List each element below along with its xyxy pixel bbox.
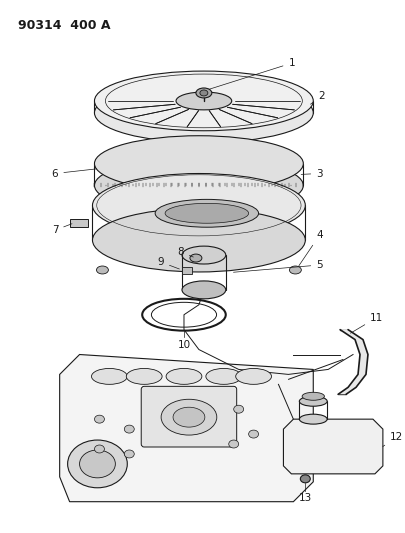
Ellipse shape bbox=[200, 90, 208, 96]
Polygon shape bbox=[284, 419, 383, 474]
Text: 1: 1 bbox=[209, 58, 295, 89]
Ellipse shape bbox=[249, 430, 258, 438]
Ellipse shape bbox=[176, 92, 232, 110]
Text: 10: 10 bbox=[177, 340, 190, 350]
Text: 7: 7 bbox=[52, 224, 72, 235]
Ellipse shape bbox=[79, 450, 115, 478]
Text: 90314  400 A: 90314 400 A bbox=[18, 19, 111, 33]
Ellipse shape bbox=[124, 425, 134, 433]
Ellipse shape bbox=[302, 392, 324, 400]
Text: 6: 6 bbox=[52, 168, 97, 179]
Ellipse shape bbox=[165, 204, 249, 223]
Ellipse shape bbox=[124, 450, 134, 458]
Ellipse shape bbox=[94, 445, 104, 453]
Ellipse shape bbox=[68, 440, 127, 488]
Polygon shape bbox=[60, 354, 313, 502]
Text: 8: 8 bbox=[177, 247, 193, 257]
Ellipse shape bbox=[155, 199, 258, 227]
Ellipse shape bbox=[299, 414, 327, 424]
Ellipse shape bbox=[126, 368, 162, 384]
Text: 2: 2 bbox=[311, 91, 325, 104]
FancyBboxPatch shape bbox=[141, 386, 237, 447]
Ellipse shape bbox=[94, 71, 313, 131]
Ellipse shape bbox=[299, 396, 327, 406]
Ellipse shape bbox=[206, 368, 242, 384]
Ellipse shape bbox=[96, 266, 109, 274]
Text: 5: 5 bbox=[234, 260, 323, 272]
Ellipse shape bbox=[92, 368, 127, 384]
Ellipse shape bbox=[92, 174, 305, 237]
Text: 11: 11 bbox=[350, 313, 383, 333]
Text: 3: 3 bbox=[301, 168, 323, 179]
Ellipse shape bbox=[301, 475, 310, 483]
Ellipse shape bbox=[190, 254, 202, 262]
Text: 9: 9 bbox=[158, 257, 179, 269]
Ellipse shape bbox=[182, 246, 226, 264]
Text: 4: 4 bbox=[299, 230, 323, 265]
Ellipse shape bbox=[229, 440, 239, 448]
Ellipse shape bbox=[94, 158, 303, 213]
Ellipse shape bbox=[94, 415, 104, 423]
Ellipse shape bbox=[94, 136, 303, 191]
Polygon shape bbox=[338, 329, 368, 394]
Text: 13: 13 bbox=[298, 492, 312, 503]
Ellipse shape bbox=[92, 208, 305, 272]
Ellipse shape bbox=[196, 88, 212, 98]
Ellipse shape bbox=[166, 368, 202, 384]
Ellipse shape bbox=[161, 399, 217, 435]
Ellipse shape bbox=[182, 281, 226, 299]
Bar bbox=[70, 219, 87, 227]
Bar bbox=[182, 267, 192, 274]
Text: 12: 12 bbox=[383, 432, 403, 447]
Ellipse shape bbox=[94, 83, 313, 143]
Ellipse shape bbox=[234, 405, 244, 413]
Ellipse shape bbox=[236, 368, 271, 384]
Ellipse shape bbox=[290, 266, 301, 274]
Ellipse shape bbox=[173, 407, 205, 427]
